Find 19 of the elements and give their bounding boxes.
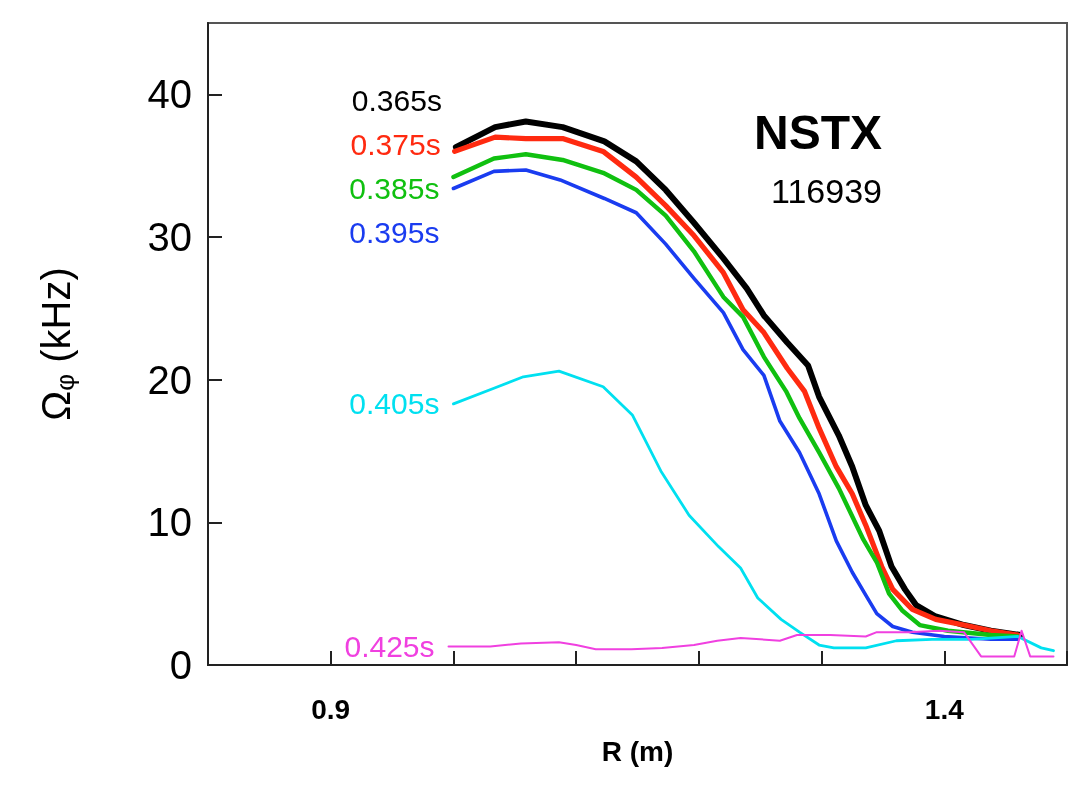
x-tick-label: 1.4 — [924, 693, 965, 725]
text: NSTX — [753, 105, 882, 159]
y-tick-label: 10 — [147, 500, 192, 545]
x-axis-title: R (m) — [601, 735, 674, 767]
y-tick-label: 20 — [147, 357, 192, 402]
series-label: 0.405s — [349, 387, 440, 421]
text: 116939 — [771, 172, 882, 210]
x-tick-label: 0.9 — [311, 693, 351, 725]
y-tick-label: 40 — [147, 72, 192, 117]
line-series — [447, 629, 1055, 658]
series-label: 0.395s — [349, 215, 440, 249]
line-series — [452, 369, 1055, 653]
y-axis-title: Ωφ (kHz) — [34, 267, 80, 421]
y-tick-label: 30 — [147, 215, 192, 259]
series-label: 0.425s — [344, 629, 435, 663]
y-tick-label: 0 — [169, 643, 192, 687]
series-label: 0.375s — [350, 127, 441, 161]
series-label: 0.365s — [351, 83, 442, 117]
series-label: 0.385s — [349, 171, 440, 205]
